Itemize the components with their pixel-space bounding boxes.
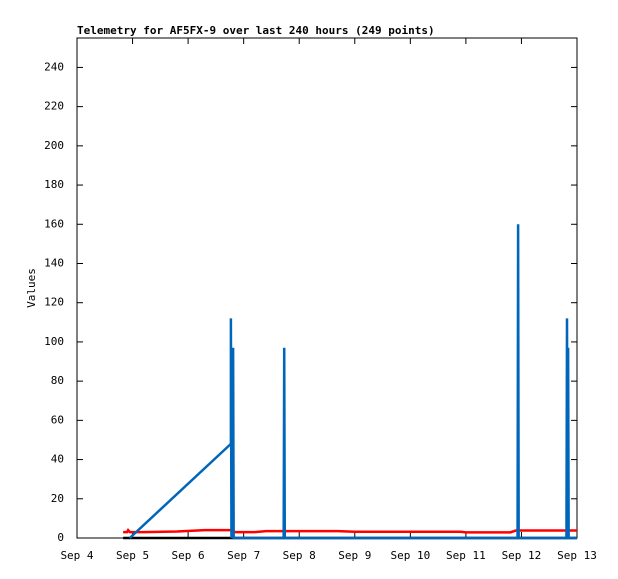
y-tick-label: 80 bbox=[51, 374, 64, 387]
x-tick-label: Sep 10 bbox=[390, 549, 430, 562]
x-tick-label: Sep 6 bbox=[172, 549, 205, 562]
y-tick-label: 100 bbox=[44, 335, 64, 348]
y-axis-label: Values bbox=[25, 268, 38, 308]
y-tick-label: 120 bbox=[44, 296, 64, 309]
chart-title: Telemetry for AF5FX-9 over last 240 hour… bbox=[77, 24, 435, 37]
x-tick-label: Sep 13 bbox=[557, 549, 597, 562]
y-tick-label: 160 bbox=[44, 217, 64, 230]
y-tick-label: 220 bbox=[44, 100, 64, 113]
x-tick-label: Sep 4 bbox=[60, 549, 93, 562]
plot-frame bbox=[76, 37, 578, 539]
y-tick-label: 180 bbox=[44, 178, 64, 191]
y-tick-label: 140 bbox=[44, 256, 64, 269]
x-tick-label: Sep 12 bbox=[502, 549, 542, 562]
x-tick-label: Sep 7 bbox=[227, 549, 260, 562]
y-tick-label: 200 bbox=[44, 139, 64, 152]
x-tick-label: Sep 9 bbox=[338, 549, 371, 562]
x-tick-label: Sep 5 bbox=[116, 549, 149, 562]
y-tick-label: 20 bbox=[51, 492, 64, 505]
x-tick-label: Sep 8 bbox=[283, 549, 316, 562]
series-line bbox=[128, 224, 577, 540]
y-tick-label: 40 bbox=[51, 453, 64, 466]
y-tick-label: 60 bbox=[51, 413, 64, 426]
y-tick-label: 240 bbox=[44, 60, 64, 73]
y-tick-label: 0 bbox=[57, 531, 64, 544]
series-line bbox=[123, 527, 577, 534]
x-tick-label: Sep 11 bbox=[446, 549, 486, 562]
